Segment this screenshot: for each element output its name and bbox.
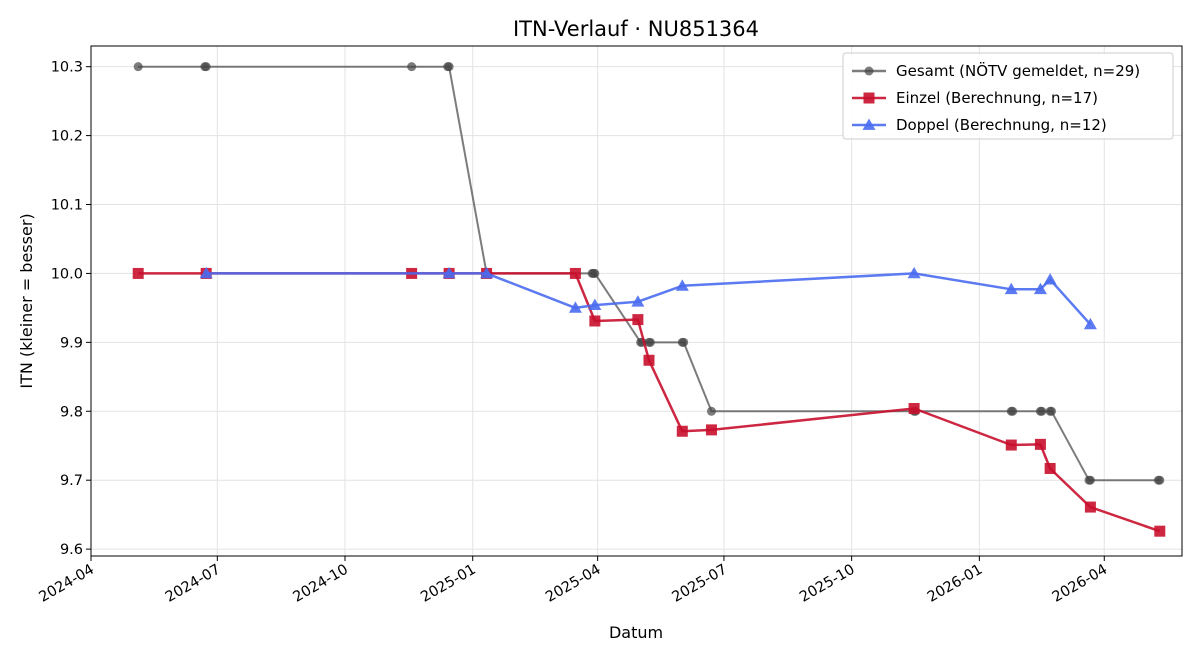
x-tick-label: 2025-04 (543, 562, 603, 606)
x-tick-label: 2024-10 (291, 562, 351, 606)
data-point-einzel (132, 267, 144, 279)
data-point-gesamt (1047, 406, 1057, 416)
y-tick-label: 9.9 (60, 335, 83, 351)
data-point-doppel (568, 301, 582, 313)
legend-marker-doppel (862, 118, 876, 130)
x-tick-label: 2025-01 (418, 562, 478, 606)
data-point-einzel (1005, 439, 1017, 451)
data-point-einzel (569, 267, 581, 279)
y-tick-label: 9.6 (60, 542, 83, 558)
chart-title: ITN-Verlauf · NU851364 (513, 17, 759, 41)
data-point-einzel (1044, 462, 1056, 474)
legend-marker-gesamt (864, 66, 874, 76)
series-line-doppel (206, 272, 1092, 326)
x-tick-label: 2026-04 (1050, 562, 1110, 606)
data-point-doppel (1033, 282, 1047, 295)
data-point-doppel (1004, 282, 1018, 295)
series-line-einzel (138, 272, 1161, 533)
data-point-gesamt (645, 337, 655, 347)
grid (90, 46, 1182, 556)
data-point-doppel (588, 298, 602, 311)
x-tick-label: 2024-07 (163, 562, 223, 606)
legend-label-gesamt: Gesamt (NÖTV gemeldet, n=29) (896, 61, 1140, 80)
data-point-gesamt (706, 406, 716, 416)
legend-label-einzel: Einzel (Berechnung, n=17) (896, 89, 1098, 107)
data-point-einzel (589, 315, 601, 327)
x-tick-label: 2026-01 (925, 562, 985, 606)
y-axis-label: ITN (kleiner = besser) (17, 213, 36, 388)
legend-label-doppel: Doppel (Berechnung, n=12) (896, 116, 1107, 134)
data-point-gesamt (1155, 475, 1165, 485)
data-point-gesamt (679, 337, 689, 347)
y-tick-label: 10.3 (51, 60, 83, 76)
data-point-doppel (1083, 317, 1097, 330)
data-point-gesamt (1085, 475, 1095, 485)
y-tick-label: 10.1 (51, 198, 83, 214)
data-point-doppel (675, 279, 689, 291)
plot-frame (90, 45, 1183, 557)
legend-marker-einzel (863, 92, 875, 104)
legend-box (842, 52, 1174, 140)
data-point-einzel (705, 424, 717, 436)
y-tick-label: 9.8 (60, 404, 83, 420)
data-point-doppel (199, 266, 213, 279)
data-point-einzel (676, 425, 688, 437)
data-point-einzel (1034, 438, 1046, 450)
data-point-doppel (1043, 273, 1057, 285)
data-point-einzel (908, 403, 920, 415)
data-point-einzel (643, 354, 655, 366)
data-point-einzel (1154, 525, 1166, 537)
data-point-gesamt (444, 62, 454, 72)
data-point-gesamt (1008, 406, 1018, 416)
x-tick-label: 2025-07 (669, 562, 729, 606)
series-doppel (199, 266, 1097, 330)
data-point-einzel (632, 314, 644, 326)
y-tick-label: 10.0 (51, 266, 83, 282)
y-tick-label: 10.2 (51, 129, 83, 145)
data-point-doppel (631, 295, 645, 307)
legend: Gesamt (NÖTV gemeldet, n=29) Einzel (Bere… (842, 52, 1174, 140)
x-tick-label: 2024-04 (37, 562, 97, 606)
data-point-einzel (1084, 501, 1096, 513)
data-point-gesamt (1037, 406, 1047, 416)
series-layer (132, 62, 1166, 537)
data-point-gesamt (133, 62, 143, 72)
y-tick-label: 9.7 (60, 473, 83, 489)
data-point-doppel (442, 266, 456, 279)
data-point-gesamt (407, 62, 417, 72)
data-point-gesamt (201, 62, 211, 72)
x-axis-label: Datum (609, 623, 663, 642)
data-point-doppel (907, 266, 921, 279)
series-einzel (132, 267, 1166, 537)
x-tick-label: 2025-10 (797, 562, 857, 606)
axes: 9.6 9.7 9.8 9.9 10.0 10.1 10.2 10.3 2024-04 2024-… (37, 60, 1111, 606)
data-point-gesamt (590, 268, 600, 278)
data-point-doppel (480, 266, 494, 279)
